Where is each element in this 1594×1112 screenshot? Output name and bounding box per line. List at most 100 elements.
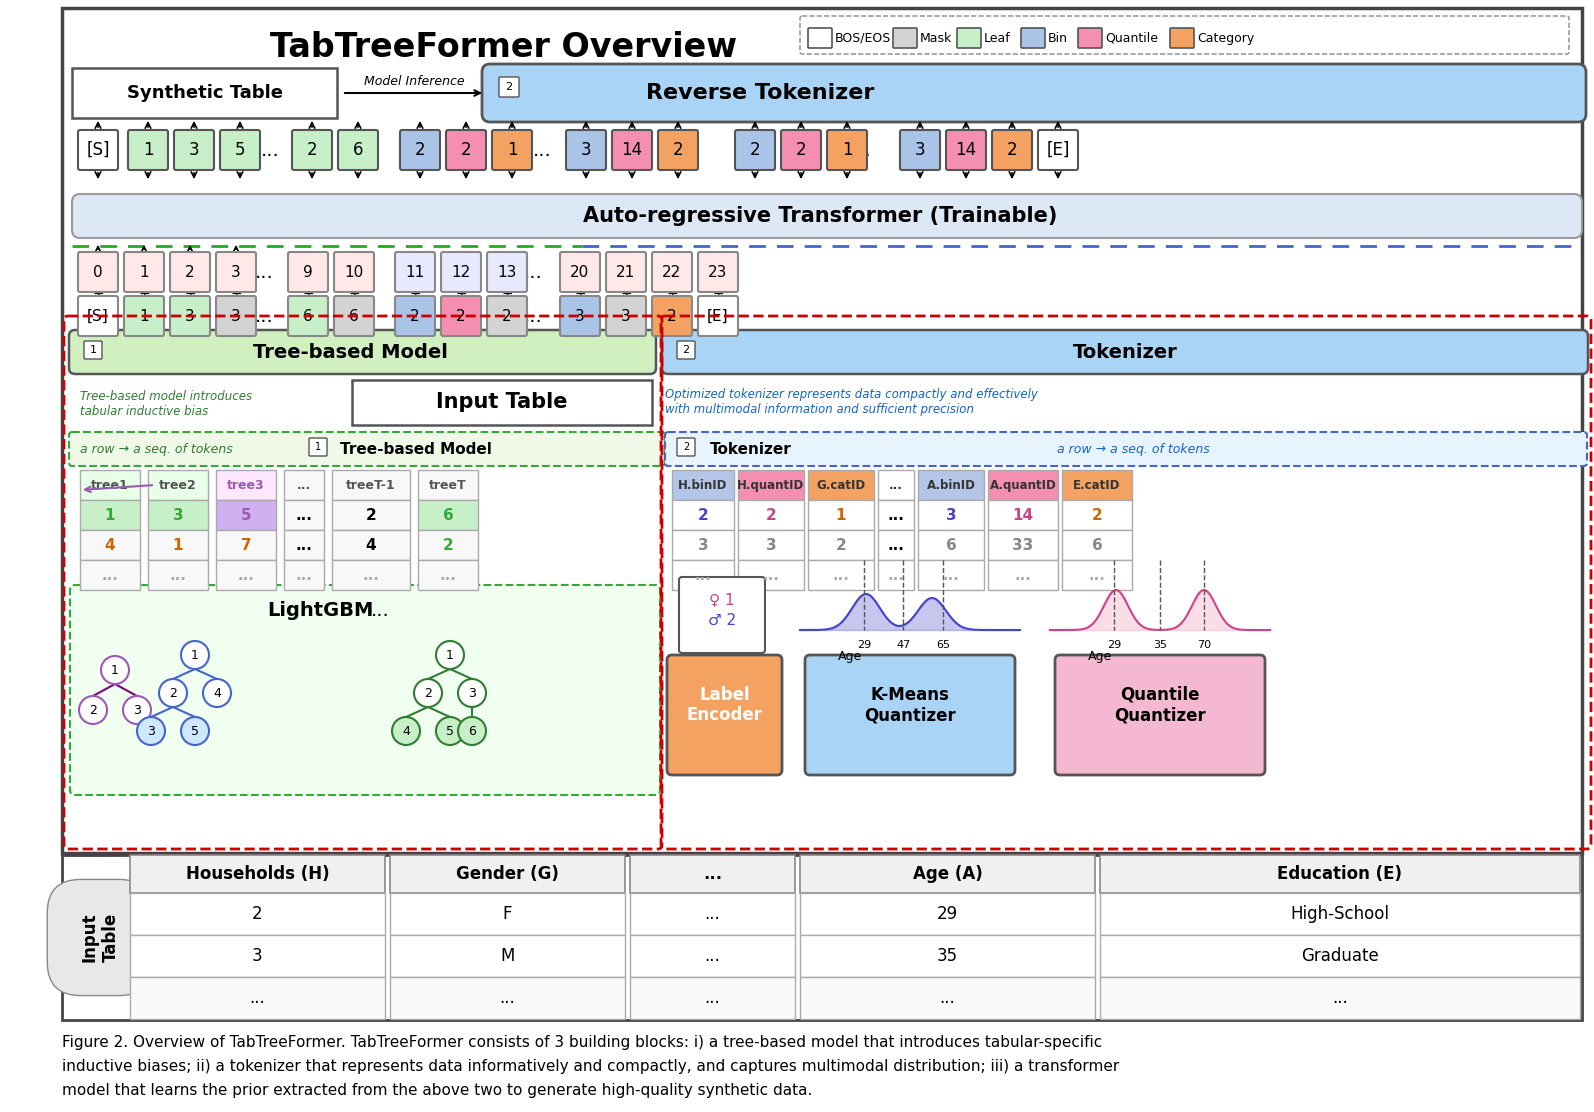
Text: ...: ... xyxy=(705,947,720,965)
FancyBboxPatch shape xyxy=(945,130,987,170)
FancyBboxPatch shape xyxy=(395,252,435,292)
Bar xyxy=(1062,470,1132,500)
Text: 20: 20 xyxy=(571,265,590,279)
Text: ...: ... xyxy=(371,600,389,619)
Bar xyxy=(738,500,803,530)
Circle shape xyxy=(437,717,464,745)
Bar xyxy=(673,470,733,500)
Circle shape xyxy=(123,696,151,724)
Text: Quantile: Quantile xyxy=(1105,31,1157,44)
Bar xyxy=(800,977,1095,1019)
Bar xyxy=(391,893,625,935)
Text: ...: ... xyxy=(250,989,265,1007)
Bar xyxy=(988,530,1058,560)
Text: [S]: [S] xyxy=(86,141,110,159)
Bar xyxy=(217,470,276,500)
FancyBboxPatch shape xyxy=(338,130,378,170)
Text: ...: ... xyxy=(261,140,279,159)
Text: 2: 2 xyxy=(252,905,263,923)
FancyBboxPatch shape xyxy=(78,252,118,292)
Text: +: + xyxy=(574,287,587,301)
Text: +: + xyxy=(139,287,150,301)
FancyBboxPatch shape xyxy=(662,330,1588,374)
FancyBboxPatch shape xyxy=(292,130,332,170)
FancyBboxPatch shape xyxy=(808,28,832,48)
FancyBboxPatch shape xyxy=(698,296,738,336)
Text: +: + xyxy=(620,287,631,301)
Text: H.quantID: H.quantID xyxy=(738,478,805,492)
Text: tree1: tree1 xyxy=(91,478,129,492)
Text: 6: 6 xyxy=(303,308,312,324)
FancyBboxPatch shape xyxy=(805,655,1015,775)
FancyBboxPatch shape xyxy=(220,130,260,170)
Text: 3: 3 xyxy=(132,704,140,716)
FancyBboxPatch shape xyxy=(1078,28,1101,48)
Text: 4: 4 xyxy=(365,537,376,553)
Text: ...: ... xyxy=(295,537,312,553)
Text: 3: 3 xyxy=(252,947,263,965)
Text: 2: 2 xyxy=(410,308,419,324)
Text: 7: 7 xyxy=(241,537,252,553)
Text: 1: 1 xyxy=(139,308,148,324)
FancyBboxPatch shape xyxy=(217,296,257,336)
FancyBboxPatch shape xyxy=(606,296,646,336)
Bar xyxy=(418,470,478,500)
FancyBboxPatch shape xyxy=(559,296,599,336)
Circle shape xyxy=(457,717,486,745)
FancyBboxPatch shape xyxy=(442,296,481,336)
Circle shape xyxy=(182,641,209,669)
Text: M: M xyxy=(501,947,515,965)
Text: 2: 2 xyxy=(502,308,512,324)
FancyBboxPatch shape xyxy=(612,130,652,170)
Text: Bin: Bin xyxy=(1047,31,1068,44)
Text: 0: 0 xyxy=(92,265,102,279)
FancyBboxPatch shape xyxy=(652,296,692,336)
Text: Quantile
Quantizer: Quantile Quantizer xyxy=(1114,686,1207,724)
Bar xyxy=(800,855,1095,893)
Text: 11: 11 xyxy=(405,265,424,279)
Bar xyxy=(332,530,410,560)
FancyBboxPatch shape xyxy=(78,296,118,336)
Text: 2: 2 xyxy=(461,141,472,159)
Bar xyxy=(1100,893,1580,935)
Text: 6: 6 xyxy=(1092,537,1103,553)
Text: F: F xyxy=(502,905,512,923)
Text: treeT-1: treeT-1 xyxy=(346,478,395,492)
Text: 9: 9 xyxy=(303,265,312,279)
Text: 1: 1 xyxy=(143,141,153,159)
Bar xyxy=(630,855,795,893)
Text: ...: ... xyxy=(102,567,118,583)
Text: 4: 4 xyxy=(214,686,222,699)
FancyBboxPatch shape xyxy=(171,296,210,336)
FancyBboxPatch shape xyxy=(658,130,698,170)
Circle shape xyxy=(137,717,166,745)
FancyBboxPatch shape xyxy=(493,130,532,170)
Text: 3: 3 xyxy=(172,507,183,523)
Text: 29: 29 xyxy=(1106,641,1121,651)
Bar xyxy=(284,500,324,530)
Text: [E]: [E] xyxy=(708,308,728,324)
Text: 2: 2 xyxy=(668,308,677,324)
FancyBboxPatch shape xyxy=(171,252,210,292)
Bar xyxy=(131,855,386,893)
Text: G.catID: G.catID xyxy=(816,478,866,492)
Text: 2: 2 xyxy=(682,345,690,355)
Text: Tokenizer: Tokenizer xyxy=(1073,342,1178,361)
Bar xyxy=(808,560,874,590)
Text: BOS/EOS: BOS/EOS xyxy=(835,31,891,44)
Bar xyxy=(332,500,410,530)
Text: 2: 2 xyxy=(1007,141,1017,159)
Bar xyxy=(131,935,386,977)
Circle shape xyxy=(182,717,209,745)
Text: Graduate: Graduate xyxy=(1301,947,1379,965)
FancyBboxPatch shape xyxy=(893,28,917,48)
Bar xyxy=(131,977,386,1019)
FancyBboxPatch shape xyxy=(666,655,783,775)
Text: 33: 33 xyxy=(1012,537,1033,553)
Text: ...: ... xyxy=(888,507,904,523)
Text: a row → a seq. of tokens: a row → a seq. of tokens xyxy=(80,443,233,456)
Bar xyxy=(148,470,207,500)
Text: 6: 6 xyxy=(352,141,363,159)
Bar xyxy=(217,560,276,590)
Text: 1: 1 xyxy=(835,507,846,523)
